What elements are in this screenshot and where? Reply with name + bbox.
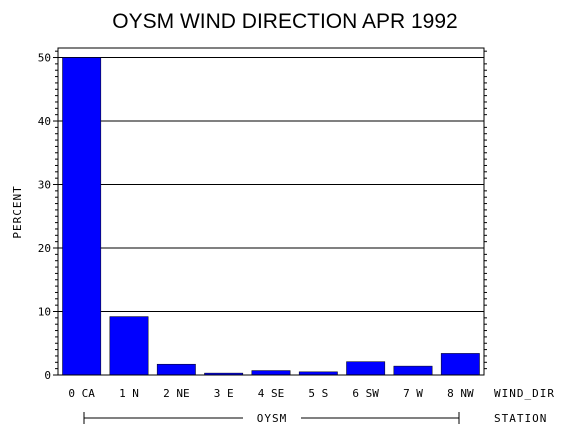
x-tick-label: 8 NW: [447, 387, 474, 400]
group-label: OYSM: [257, 412, 288, 425]
x-axis: 0 CA 1 N 2 NE 3 E 4 SE 5 S 6 SW 7 W 8 NW: [68, 387, 474, 400]
bar-6-sw: [346, 361, 386, 376]
x-tick-label: 3 E: [214, 387, 234, 400]
x-tick-label: 2 NE: [163, 387, 190, 400]
plot-frame: [57, 47, 485, 376]
y-axis: 0 10 20 30 40 50: [38, 50, 487, 382]
y-tick-label: 20: [38, 242, 51, 255]
y-tick-label: 30: [38, 179, 51, 192]
bar-8-nw: [440, 353, 480, 376]
x-tick-label: 7 W: [403, 387, 423, 400]
x-tick-label: 1 N: [119, 387, 139, 400]
bar-2-ne: [156, 363, 196, 376]
bar-4-se: [251, 370, 291, 376]
group-axis-label: STATION: [494, 412, 547, 425]
gridlines: [58, 57, 484, 313]
chart-title: OYSM WIND DIRECTION APR 1992: [112, 10, 457, 33]
y-axis-label: PERCENT: [11, 185, 24, 238]
y-tick-label: 0: [44, 369, 51, 382]
x-tick-label: 4 SE: [258, 387, 285, 400]
x-tick-label: 6 SW: [352, 387, 379, 400]
y-tick-label: 10: [38, 306, 51, 319]
bar-7-w: [393, 365, 433, 376]
bars: [62, 57, 480, 376]
bar-1-n: [109, 316, 149, 376]
x-axis-label: WIND_DIR: [494, 387, 555, 400]
y-tick-label: 40: [38, 115, 51, 128]
bar-0-ca: [62, 57, 102, 376]
y-tick-label: 50: [38, 52, 51, 65]
x-tick-label: 0 CA: [68, 387, 95, 400]
group-axis: OYSM: [83, 412, 460, 425]
x-tick-label: 5 S: [308, 387, 328, 400]
